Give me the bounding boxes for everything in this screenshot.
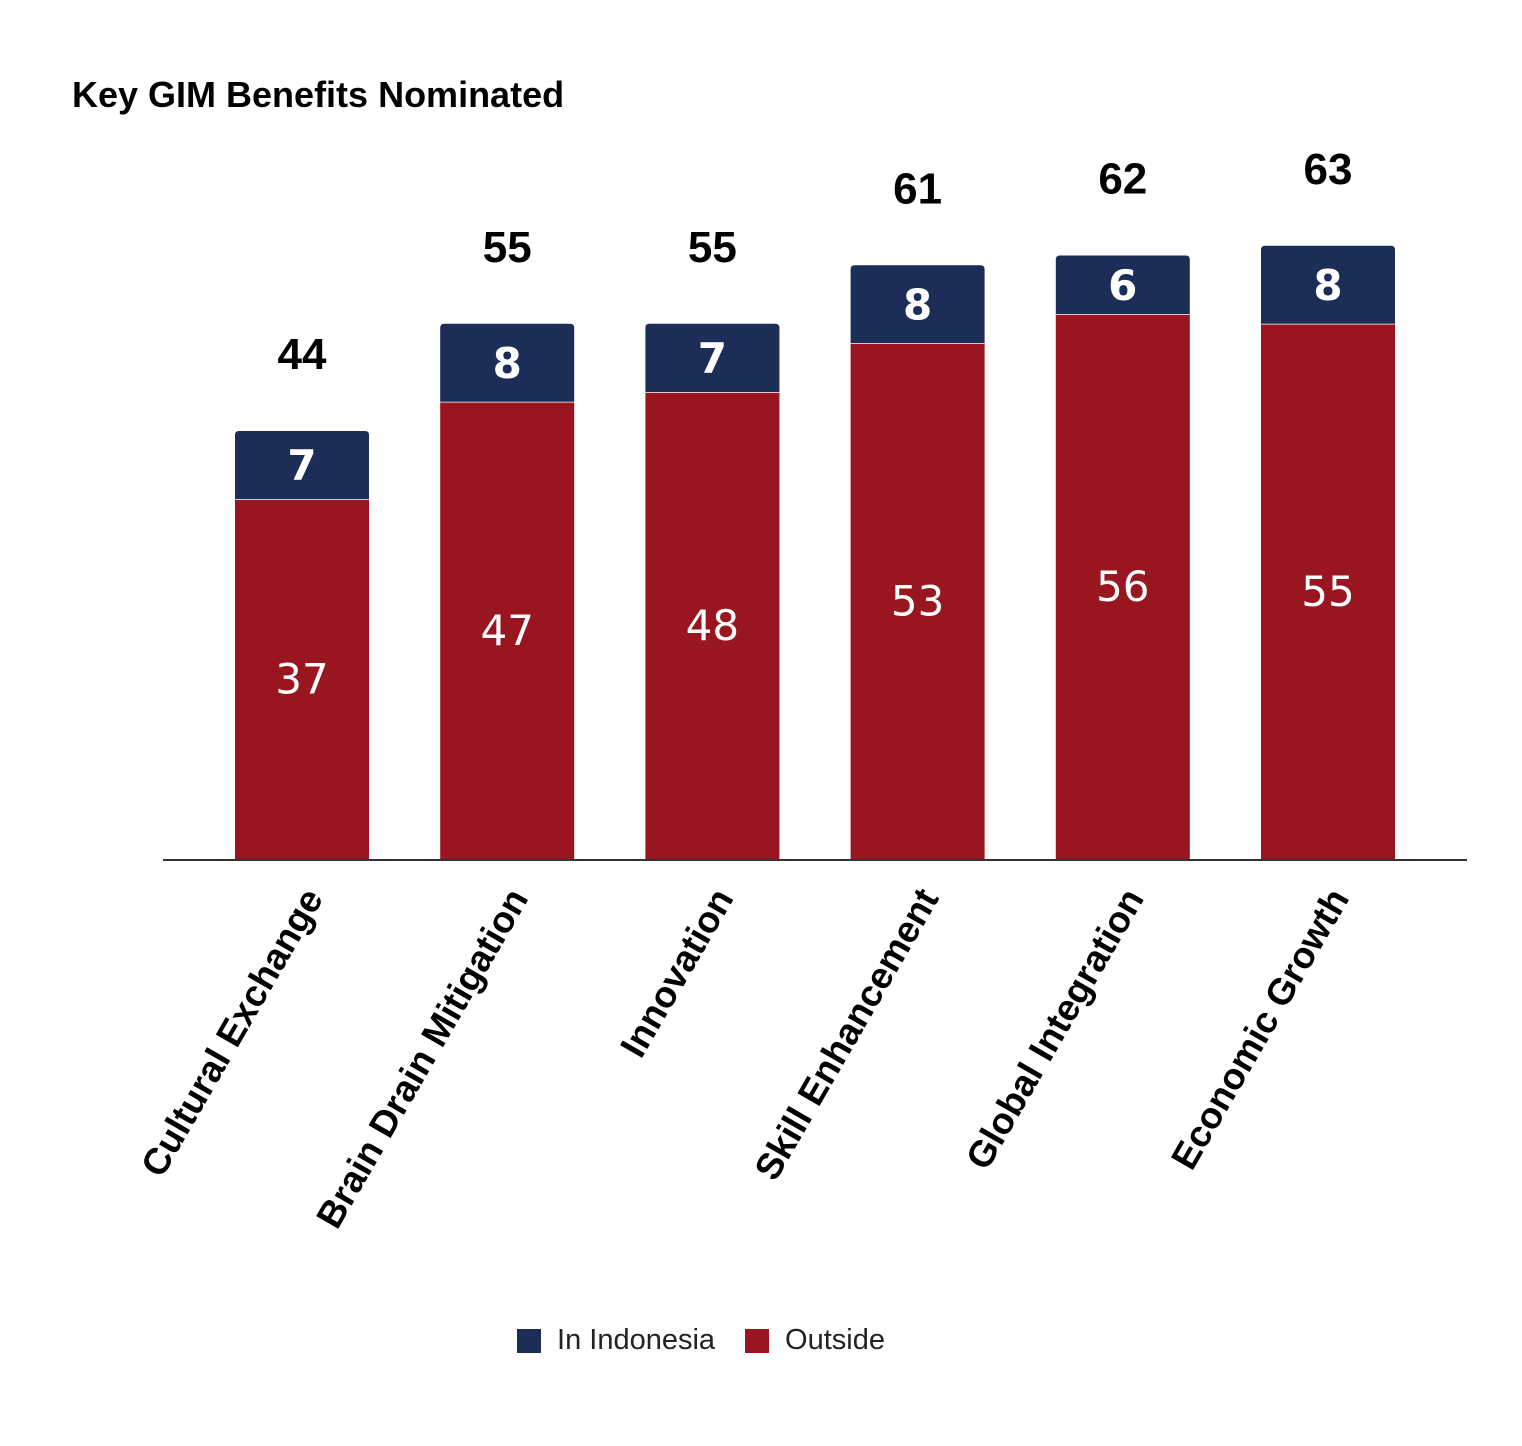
bar-outside-cultural-exchange — [235, 499, 369, 860]
x-tick-label-skill-enhancement: Skill Enhancement — [747, 882, 947, 1187]
bar-outside-brain-drain-mitigation — [440, 401, 575, 860]
data-label-outside-brain-drain-mitigation: 47 — [480, 606, 533, 655]
data-label-total-cultural-exchange: 44 — [278, 330, 327, 379]
legend-swatch-outside — [745, 1328, 770, 1353]
bar-outside-global-integration — [1055, 314, 1190, 860]
x-tick-label-innovation: Innovation — [612, 882, 741, 1064]
bar-in-indonesia-global-integration — [1055, 255, 1190, 314]
legend-label-outside: Outside — [785, 1324, 885, 1356]
bar-outside-economic-growth — [1261, 323, 1395, 860]
data-label-outside-economic-growth: 55 — [1301, 567, 1354, 616]
legend-label-in-indonesia: In Indonesia — [557, 1324, 716, 1356]
data-label-total-brain-drain-mitigation: 55 — [483, 223, 532, 272]
bar-in-indonesia-economic-growth — [1261, 245, 1395, 324]
data-label-total-economic-growth: 63 — [1304, 145, 1353, 194]
data-label-outside-innovation: 48 — [686, 601, 739, 650]
bar-in-indonesia-skill-enhancement — [850, 265, 985, 344]
data-label-in-indonesia-economic-growth: 8 — [1313, 261, 1342, 310]
legend: In Indonesia Outside — [0, 1324, 1402, 1357]
bar-in-indonesia-innovation — [645, 323, 780, 392]
legend-item-outside[interactable]: Outside — [745, 1324, 885, 1357]
data-label-in-indonesia-global-integration: 6 — [1108, 261, 1137, 310]
data-label-total-global-integration: 62 — [1098, 155, 1147, 204]
x-tick-label-cultural-exchange: Cultural Exchange — [133, 882, 331, 1184]
bar-outside-skill-enhancement — [850, 343, 985, 860]
x-tick-label-brain-drain-mitigation: Brain Drain Mitigation — [308, 882, 536, 1235]
data-label-outside-cultural-exchange: 37 — [275, 655, 328, 704]
data-label-total-innovation: 55 — [688, 223, 737, 272]
data-label-outside-skill-enhancement: 53 — [891, 577, 944, 626]
bar-outside-innovation — [645, 392, 780, 860]
x-tick-label-economic-growth: Economic Growth — [1163, 882, 1357, 1177]
legend-swatch-in-indonesia — [517, 1328, 542, 1353]
data-label-total-skill-enhancement: 61 — [893, 164, 942, 213]
data-label-in-indonesia-skill-enhancement: 8 — [903, 280, 932, 329]
bar-in-indonesia-cultural-exchange — [235, 431, 369, 500]
legend-item-in-indonesia[interactable]: In Indonesia — [517, 1324, 715, 1357]
bar-in-indonesia-brain-drain-mitigation — [440, 323, 575, 402]
data-label-in-indonesia-innovation: 7 — [698, 334, 727, 383]
data-label-in-indonesia-cultural-exchange: 7 — [287, 441, 316, 490]
data-label-in-indonesia-brain-drain-mitigation: 8 — [493, 339, 522, 388]
chart-title: Key GIM Benefits Nominated — [72, 74, 565, 115]
data-label-outside-global-integration: 56 — [1096, 562, 1149, 611]
x-tick-label-global-integration: Global Integration — [958, 882, 1152, 1177]
